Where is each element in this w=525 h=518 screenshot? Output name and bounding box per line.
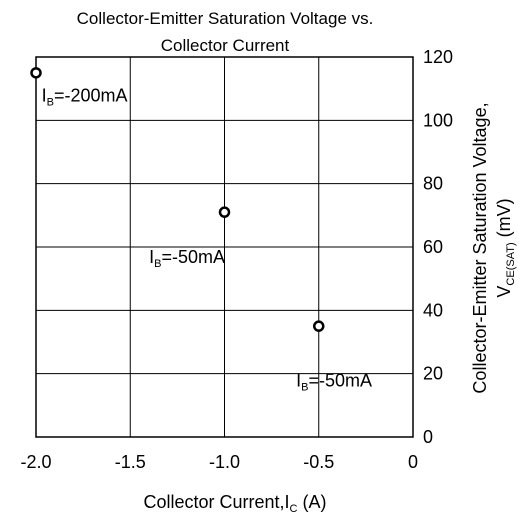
annotation-label-main: I (42, 85, 47, 105)
plot-border (35, 56, 414, 438)
x-axis-label-main: Collector Current,I (143, 492, 289, 512)
annotation-label-value: =-50mA (308, 370, 372, 390)
annotation-label-value: =-200mA (54, 85, 128, 105)
annotation-label: IB=-200mA (42, 85, 128, 108)
data-points (30, 67, 325, 332)
data-point (30, 67, 42, 79)
y-tick-label: 80 (423, 174, 443, 194)
y-tick-label: 20 (423, 364, 443, 384)
x-axis-label-unit: (A) (298, 492, 327, 512)
y-axis-label-unit: (mV) (494, 198, 514, 242)
y-tick-label: 40 (423, 300, 443, 320)
y-axis-label: Collector-Emitter Saturation Voltage, VC… (470, 102, 517, 393)
chart-title-line2: Collector Current (161, 36, 290, 55)
x-tick-label: -1.5 (115, 452, 146, 472)
x-tick-label: -2.0 (20, 452, 51, 472)
annotation-label-sub: B (301, 381, 308, 393)
x-tick-label: 0 (408, 452, 418, 472)
x-axis-label-sub: C (290, 503, 298, 515)
y-axis-label-sub: CE(SAT) (505, 242, 517, 285)
y-tick-label: 100 (423, 110, 453, 130)
annotation-label-sub: B (154, 258, 161, 270)
annotation-label-sub: B (47, 96, 54, 108)
annotation-label-value: =-50mA (161, 247, 225, 267)
chart-title-line1: Collector-Emitter Saturation Voltage vs. (77, 9, 374, 28)
y-axis-label-main: V (494, 286, 514, 298)
y-tick-label: 120 (423, 47, 453, 67)
annotation-label: IB=-50mA (149, 247, 225, 270)
data-point (218, 206, 231, 218)
plot-frame (35, 56, 414, 438)
y-tick-label: 60 (423, 237, 443, 257)
annotation-label-main: I (149, 247, 154, 267)
x-tick-label: -0.5 (303, 452, 334, 472)
y-tick-label: 0 (423, 427, 433, 447)
y-axis-ticks: 0 20 40 60 80 100 120 (423, 47, 453, 447)
annotation-label: IB=-50mA (296, 370, 372, 393)
x-tick-label: -1.0 (209, 452, 240, 472)
x-axis-ticks: -2.0 -1.5 -1.0 -0.5 0 (20, 452, 418, 472)
data-point (313, 320, 325, 332)
annotation-label-main: I (296, 370, 301, 390)
y-axis-label-line1: Collector-Emitter Saturation Voltage, (470, 102, 490, 393)
y-axis-label-line2: VCE(SAT) (mV) (494, 198, 517, 297)
x-axis-label: Collector Current,IC (A) (143, 492, 326, 515)
